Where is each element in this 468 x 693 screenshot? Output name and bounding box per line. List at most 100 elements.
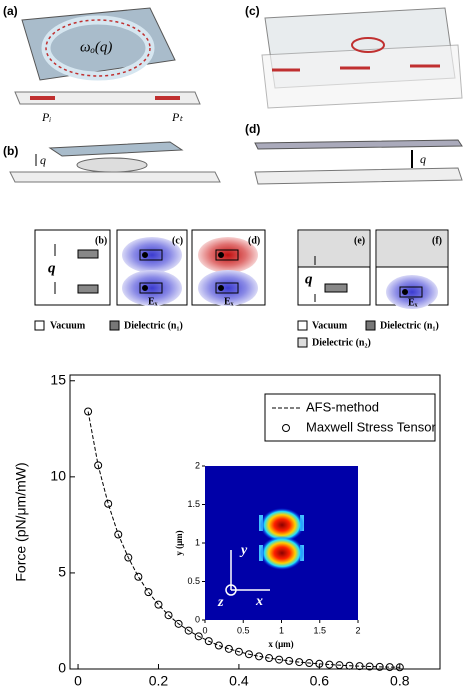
marker	[124, 553, 133, 562]
waveguide	[215, 282, 239, 294]
marker	[244, 650, 253, 659]
marker	[84, 407, 93, 416]
marker	[224, 644, 233, 653]
field	[386, 275, 438, 309]
marker	[395, 663, 404, 672]
marker	[345, 661, 354, 670]
inset-y-tick-label: 1	[195, 537, 200, 547]
substrate	[377, 231, 447, 267]
panel-label: (a)	[3, 4, 18, 18]
marker	[134, 572, 143, 581]
marker	[265, 654, 274, 663]
inset-x-label: x (μm)	[268, 639, 293, 649]
x-tick-label: 0	[74, 673, 82, 689]
inset-y-tick-label: 1.5	[187, 499, 200, 509]
field	[198, 237, 258, 273]
legend-label: AFS-method	[306, 399, 379, 414]
marker	[375, 662, 384, 671]
x-tick-label: 0.8	[390, 673, 410, 689]
inset-x-tick-label: 0	[202, 625, 207, 635]
legend-swatch	[282, 424, 290, 432]
inset-y-tick-label: 2	[195, 460, 200, 470]
dot	[142, 285, 148, 291]
gap-label: q	[305, 271, 313, 287]
axis-glyph: z	[217, 595, 224, 610]
legend-label: Maxwell Stress Tensor	[306, 419, 436, 434]
output-label: Pₜ	[171, 110, 183, 124]
waveguide	[139, 282, 163, 294]
waveguide	[399, 286, 423, 298]
panel-d: (d) q	[245, 122, 463, 185]
legend	[264, 393, 436, 442]
panel-label: (c)	[245, 4, 260, 18]
y-axis-label: Force (pN/μm/mW)	[13, 462, 29, 581]
y-tick-label: 10	[50, 468, 66, 484]
waveguide	[9, 171, 221, 183]
legend-label: Vacuum	[50, 320, 86, 331]
waveguide	[139, 249, 163, 261]
panel-label: (b)	[95, 235, 107, 246]
dot	[218, 252, 224, 258]
field	[198, 270, 258, 306]
legend-label: Vacuum	[312, 320, 348, 331]
marker	[94, 461, 103, 470]
swatch	[297, 337, 308, 348]
field	[122, 270, 182, 306]
legend-label: Dielectric (n₁)	[380, 320, 439, 331]
panel-label: (e)	[354, 235, 365, 246]
marker	[234, 647, 243, 656]
substrate	[254, 167, 463, 185]
marker	[204, 637, 213, 646]
panel-b: (b) q	[3, 141, 221, 183]
legend-label: Dielectric (n₁)	[124, 320, 183, 331]
swatch	[365, 320, 376, 331]
y-tick-label: 0	[58, 660, 66, 676]
x-tick-label: 0.6	[310, 673, 330, 689]
waveguide	[77, 284, 99, 294]
marker	[325, 660, 334, 669]
panel-label: (d)	[245, 122, 260, 136]
cavity-mode	[351, 37, 385, 53]
plot-frame	[69, 374, 441, 670]
y-tick-label: 5	[58, 564, 66, 580]
gap-label: q	[40, 153, 46, 167]
marker	[214, 641, 223, 650]
line	[87, 411, 400, 668]
marker	[305, 659, 314, 668]
dot	[142, 252, 148, 258]
swatch	[34, 320, 45, 331]
x-tick-label: 0.4	[229, 673, 249, 689]
heatmap-feature	[260, 508, 304, 542]
y-tick-label: 15	[50, 371, 66, 387]
marker	[144, 588, 153, 597]
marker	[194, 632, 203, 641]
inset-y-tick-label: 0.5	[187, 576, 200, 586]
waveguide	[324, 283, 348, 293]
swatch	[297, 320, 308, 331]
axis-glyph: x	[255, 594, 263, 609]
gap-label: q	[48, 260, 56, 276]
marker	[295, 658, 304, 667]
ring	[76, 157, 148, 173]
panel-label: (f)	[432, 235, 442, 246]
substrate	[299, 231, 369, 267]
plate	[48, 141, 184, 157]
marker	[174, 619, 183, 628]
marker	[255, 652, 264, 661]
field-label: Eₓ	[224, 296, 234, 307]
panel-label: (c)	[172, 235, 183, 246]
marker	[385, 663, 394, 672]
axis-glyph: y	[239, 543, 248, 558]
marker	[114, 530, 123, 539]
marker	[164, 611, 173, 620]
marker	[365, 662, 374, 671]
panel-label: (d)	[248, 235, 260, 246]
gap-label: q	[420, 152, 426, 166]
resonance-label: ωₒ(q)	[80, 39, 112, 55]
mode-legends: Vacuum Dielectric (n₁) Vacuum Dielectric…	[34, 320, 439, 348]
inset-x-tick-label: 1.5	[313, 625, 326, 635]
panel-a: (a) ωₒ(q) Pᵢ Pₜ	[3, 4, 201, 124]
marker	[355, 662, 364, 671]
inset-y-tick-label: 0	[195, 614, 200, 624]
